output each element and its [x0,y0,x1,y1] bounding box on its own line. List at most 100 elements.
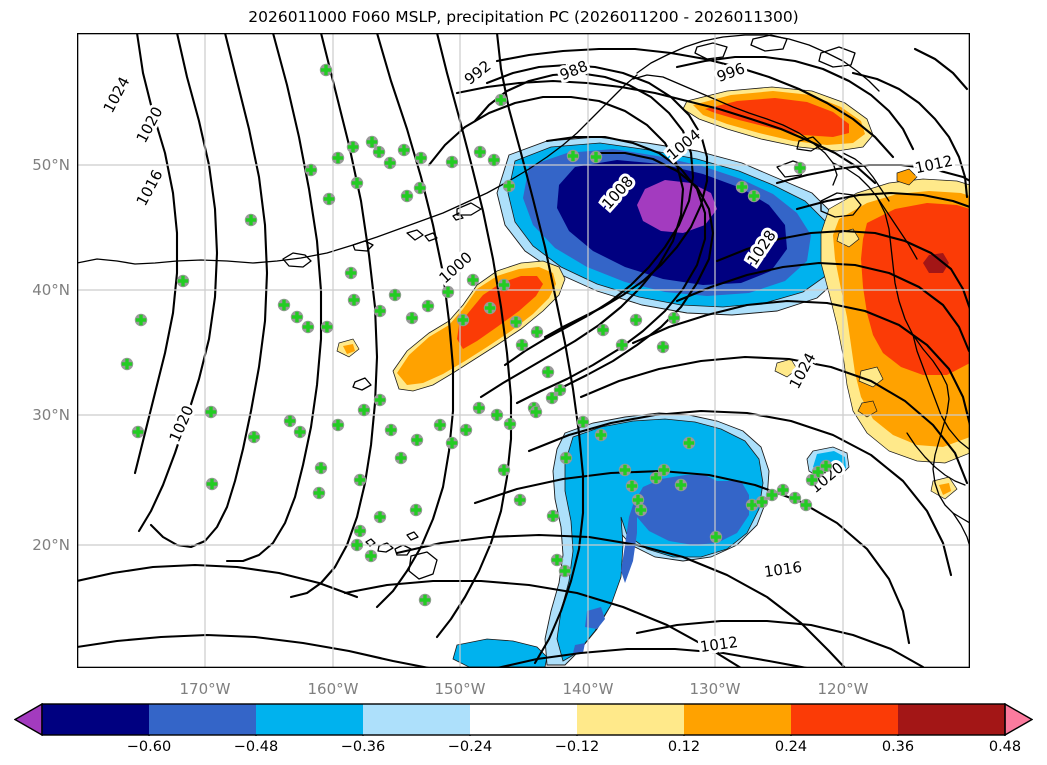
precip-station-marker[interactable] [322,192,336,206]
precip-station-marker[interactable] [631,493,645,507]
precip-station-marker[interactable] [331,151,345,165]
precip-station-marker[interactable] [799,498,813,512]
precip-station-marker[interactable] [441,285,455,299]
precip-station-marker[interactable] [487,153,501,167]
precip-station-marker[interactable] [347,293,361,307]
precip-station-marker[interactable] [747,189,761,203]
precip-station-marker[interactable] [357,403,371,417]
precip-station-marker[interactable] [625,479,639,493]
precip-station-marker[interactable] [445,436,459,450]
precip-station-marker[interactable] [765,488,779,502]
precip-station-marker[interactable] [314,461,328,475]
precip-station-marker[interactable] [400,189,414,203]
precip-station-marker[interactable] [277,298,291,312]
precip-station-marker[interactable] [793,161,807,175]
precip-station-marker[interactable] [409,503,423,517]
precip-station-marker[interactable] [134,313,148,327]
precip-station-marker[interactable] [755,495,769,509]
precip-station-marker[interactable] [550,553,564,567]
precip-station-marker[interactable] [364,549,378,563]
precip-station-marker[interactable] [205,477,219,491]
precip-station-marker[interactable] [735,180,749,194]
precip-station-marker[interactable] [472,401,486,415]
precip-station-marker-layer[interactable] [120,63,833,607]
precip-station-marker[interactable] [657,463,671,477]
precip-station-marker[interactable] [805,473,819,487]
precip-station-marker[interactable] [304,163,318,177]
precip-station-marker[interactable] [529,405,543,419]
precip-station-marker[interactable] [421,299,435,313]
precip-station-marker[interactable] [776,483,790,497]
precip-station-marker[interactable] [365,135,379,149]
precip-station-marker[interactable] [629,313,643,327]
precip-station-marker[interactable] [656,340,670,354]
precip-station-marker[interactable] [331,418,345,432]
precip-station-marker[interactable] [418,593,432,607]
precip-station-marker[interactable] [319,63,333,77]
precip-station-marker[interactable] [283,414,297,428]
precip-station-marker[interactable] [494,93,508,107]
precip-station-marker[interactable] [388,288,402,302]
precip-station-marker[interactable] [682,436,696,450]
precip-station-marker[interactable] [301,320,315,334]
precip-station-marker[interactable] [397,143,411,157]
precip-station-marker[interactable] [394,451,408,465]
precip-station-marker[interactable] [244,213,258,227]
precip-station-marker[interactable] [667,311,681,325]
precip-station-marker[interactable] [459,423,473,437]
precip-station-marker[interactable] [346,140,360,154]
precip-station-marker[interactable] [372,145,386,159]
precip-station-marker[interactable] [456,313,470,327]
precip-station-marker[interactable] [353,473,367,487]
precip-station-marker[interactable] [445,155,459,169]
precip-station-marker[interactable] [649,471,663,485]
precip-station-marker[interactable] [596,323,610,337]
precip-station-marker[interactable] [293,425,307,439]
precip-station-marker[interactable] [576,415,590,429]
precip-station-marker[interactable] [473,145,487,159]
precip-station-marker[interactable] [413,181,427,195]
precip-station-marker[interactable] [373,393,387,407]
precip-station-marker[interactable] [502,179,516,193]
precip-station-marker[interactable] [788,491,802,505]
precip-station-marker[interactable] [483,301,497,315]
precip-station-marker[interactable] [545,391,559,405]
colorbar[interactable] [14,703,1033,736]
precip-station-marker[interactable] [497,278,511,292]
precip-station-marker[interactable] [410,433,424,447]
precip-station-marker[interactable] [350,538,364,552]
precip-station-marker[interactable] [546,509,560,523]
precip-station-marker[interactable] [819,459,833,473]
precip-station-marker[interactable] [373,510,387,524]
precip-station-marker[interactable] [373,304,387,318]
precip-station-marker[interactable] [120,357,134,371]
precip-station-marker[interactable] [383,156,397,170]
precip-station-marker[interactable] [553,383,567,397]
map-plot-area[interactable]: 1024 1024 1020 1020 1016 1016 992 992 988 988 996 9… [77,33,970,668]
precip-station-marker[interactable] [709,530,723,544]
precip-station-marker[interactable] [515,338,529,352]
precip-station-marker[interactable] [290,310,304,324]
precip-station-marker[interactable] [312,486,326,500]
precip-station-marker[interactable] [414,151,428,165]
precip-station-marker[interactable] [497,463,511,477]
precip-station-marker[interactable] [589,150,603,164]
precip-station-marker[interactable] [558,564,572,578]
precip-station-marker[interactable] [634,503,648,517]
precip-station-marker[interactable] [344,266,358,280]
precip-station-marker[interactable] [745,498,759,512]
precip-station-marker[interactable] [320,320,334,334]
precip-station-marker[interactable] [530,325,544,339]
precip-station-marker[interactable] [594,428,608,442]
precip-station-marker[interactable] [466,273,480,287]
precip-station-marker[interactable] [615,338,629,352]
precip-station-marker[interactable] [131,425,145,439]
precip-station-marker[interactable] [566,149,580,163]
precip-station-marker[interactable] [513,493,527,507]
precip-station-marker[interactable] [490,408,504,422]
precip-station-marker[interactable] [384,423,398,437]
precip-station-marker[interactable] [509,315,523,329]
precip-station-marker[interactable] [204,405,218,419]
precip-station-marker[interactable] [405,311,419,325]
precip-station-marker[interactable] [559,451,573,465]
